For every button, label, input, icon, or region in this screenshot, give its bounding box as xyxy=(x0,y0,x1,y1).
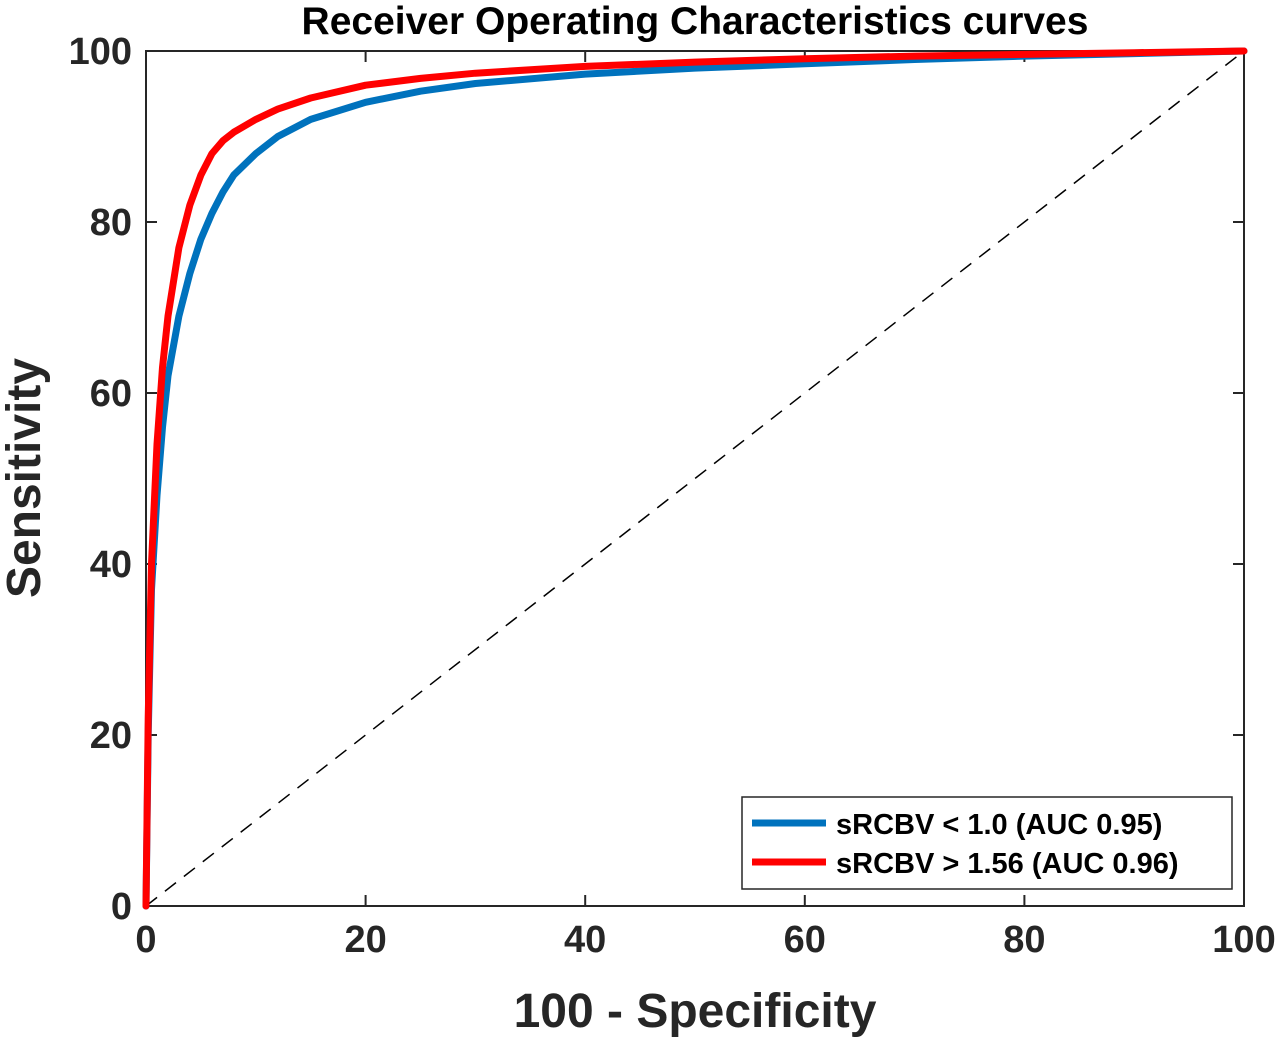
x-tick-label: 20 xyxy=(344,919,386,961)
ticks-layer: 0 20 40 60 80 100 0 20 40 60 80 100 xyxy=(69,31,1276,961)
y-tick-label: 40 xyxy=(90,544,132,586)
y-tick-label: 60 xyxy=(90,373,132,415)
x-tick-label: 100 xyxy=(1212,919,1275,961)
series-layer xyxy=(142,47,1248,910)
chart-title: Receiver Operating Characteristics curve… xyxy=(302,0,1089,43)
series-line-2 xyxy=(142,47,1248,910)
y-tick-label: 0 xyxy=(111,886,132,928)
x-tick-label: 40 xyxy=(564,919,606,961)
y-tick-label: 80 xyxy=(90,202,132,244)
y-axis-title: Sensitivity xyxy=(0,358,51,598)
reference-diagonal-line xyxy=(145,50,1245,907)
x-tick-label: 80 xyxy=(1003,919,1045,961)
x-axis-title: 100 - Specificity xyxy=(514,985,877,1038)
legend-label-series-1: sRCBV < 1.0 (AUC 0.95) xyxy=(836,809,1162,841)
legend: sRCBV < 1.0 (AUC 0.95) sRCBV > 1.56 (AUC… xyxy=(741,796,1233,890)
x-tick-label: 0 xyxy=(135,919,156,961)
y-tick-label: 100 xyxy=(69,31,132,73)
series-line-1 xyxy=(142,47,1248,910)
legend-label-series-2: sRCBV > 1.56 (AUC 0.96) xyxy=(836,848,1179,880)
y-tick-label: 20 xyxy=(90,715,132,757)
x-tick-label: 60 xyxy=(784,919,826,961)
legend-box xyxy=(741,796,1233,890)
